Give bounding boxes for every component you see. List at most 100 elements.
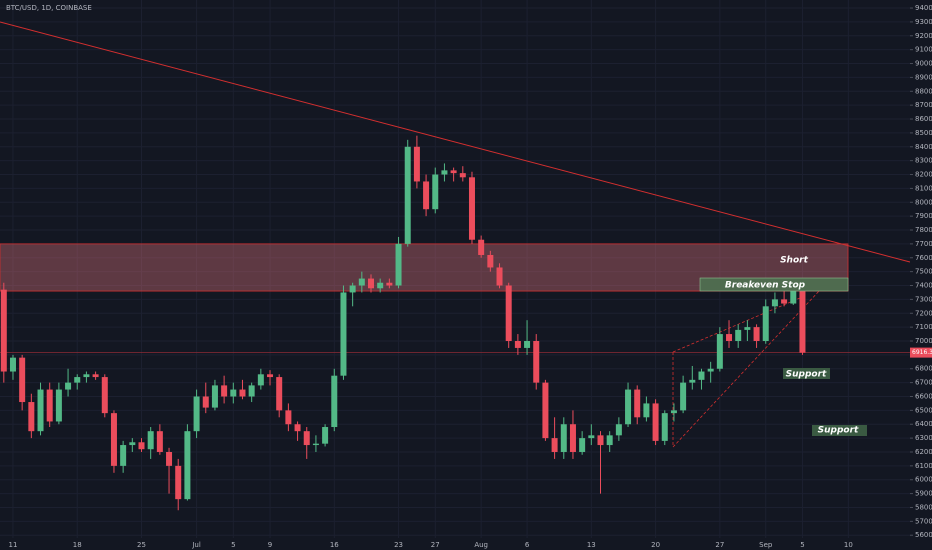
candle-body	[496, 267, 503, 286]
y-tick-label: 5900.00	[915, 490, 932, 498]
candle-body	[358, 278, 365, 286]
candle-body	[432, 174, 439, 210]
candle-body	[450, 170, 457, 174]
y-tick-label: 9400.00	[915, 4, 932, 12]
candle-body	[74, 377, 81, 383]
x-tick-label: Jul	[191, 541, 201, 549]
x-tick-label: 6	[525, 541, 530, 549]
candle-body	[184, 431, 191, 500]
candle-body	[395, 243, 402, 286]
candle-body	[707, 368, 714, 372]
candle-body	[83, 374, 90, 378]
candle-body	[634, 389, 641, 418]
annotation-box	[699, 277, 849, 292]
y-tick-label: 7500.00	[915, 268, 932, 276]
candle-body	[716, 334, 723, 369]
x-tick-label: 18	[73, 541, 82, 549]
y-tick-label: 8000.00	[915, 198, 932, 206]
candle-body	[248, 385, 255, 397]
candle-body	[322, 427, 329, 444]
candle-body	[239, 389, 246, 397]
candle-body	[37, 389, 44, 432]
candle-body	[55, 389, 62, 422]
y-tick-label: 9300.00	[915, 18, 932, 26]
annotation: Breakeven Stop	[725, 281, 806, 291]
y-tick-label: 8700.00	[915, 101, 932, 109]
candle-body	[441, 170, 448, 175]
y-tick-label: 6800.00	[915, 365, 932, 373]
x-tick-label: 13	[587, 541, 596, 549]
x-tick-label: 25	[137, 541, 146, 549]
candle-body	[211, 385, 218, 408]
candle-body	[120, 445, 127, 466]
candle-body	[156, 431, 163, 452]
y-tick-label: 8600.00	[915, 115, 932, 123]
x-tick-label: 23	[394, 541, 403, 549]
candle-body	[514, 341, 521, 348]
candle-body	[625, 389, 632, 425]
candle-body	[670, 410, 677, 414]
candle-body	[404, 146, 411, 244]
y-tick-label: 6500.00	[915, 406, 932, 414]
y-tick-label: 7300.00	[915, 295, 932, 303]
x-tick-label: 10	[844, 541, 853, 549]
candle-body	[312, 443, 319, 446]
y-tick-label: 8900.00	[915, 73, 932, 81]
candle-body	[166, 451, 173, 466]
y-tick-label: 7100.00	[915, 323, 932, 331]
candle-body	[643, 403, 650, 418]
candle-body	[19, 357, 26, 403]
price-tag	[910, 347, 932, 358]
chart-title: BTC/USD, 1D, COINBASE	[6, 4, 92, 12]
candle-body	[771, 299, 778, 307]
candle-body	[92, 374, 99, 378]
x-tick-label: 27	[431, 541, 440, 549]
y-tick-label: 8100.00	[915, 184, 932, 192]
candle-body	[276, 377, 283, 411]
x-tick-label: 16	[330, 541, 339, 549]
x-tick-label: 9	[268, 541, 272, 549]
candle-body	[762, 306, 769, 342]
candle-body	[569, 424, 576, 452]
y-tick-label: 9000.00	[915, 60, 932, 68]
candle-body	[606, 435, 613, 446]
candle-body	[579, 438, 586, 452]
y-tick-label: 6400.00	[915, 420, 932, 428]
y-tick-label: 8500.00	[915, 129, 932, 137]
candle-body	[285, 410, 292, 425]
y-tick-label: 9100.00	[915, 46, 932, 54]
y-tick-label: 6300.00	[915, 434, 932, 442]
candle-body	[744, 327, 751, 330]
y-tick-label: 7900.00	[915, 212, 932, 220]
candle-body	[0, 289, 7, 372]
candle-body	[542, 382, 549, 439]
trend-line	[0, 21, 911, 263]
candle-body	[615, 424, 622, 436]
candle-body	[588, 435, 595, 439]
candle-body	[698, 371, 705, 380]
y-tick-label: 6200.00	[915, 448, 932, 456]
candle-body	[28, 402, 35, 432]
candle-body	[193, 396, 200, 432]
price-axis	[910, 0, 932, 550]
channel-top	[672, 297, 801, 353]
candle-body	[129, 442, 136, 446]
candle-body	[267, 374, 274, 378]
candle-body	[478, 239, 485, 255]
candle-body	[368, 278, 374, 289]
candle-body	[661, 413, 668, 441]
candle-body	[560, 424, 567, 452]
candle-body	[790, 288, 797, 304]
candle-body	[331, 375, 338, 428]
candle-body	[597, 435, 604, 446]
channel-bottom	[672, 289, 821, 448]
candle-body	[230, 389, 237, 397]
candle-body	[781, 299, 788, 304]
candle-body	[175, 465, 182, 500]
candle-body	[799, 288, 806, 353]
candle-body	[726, 334, 733, 342]
y-tick-label: 7000.00	[915, 337, 932, 345]
candle-body	[468, 177, 475, 240]
candle-body	[423, 181, 430, 210]
